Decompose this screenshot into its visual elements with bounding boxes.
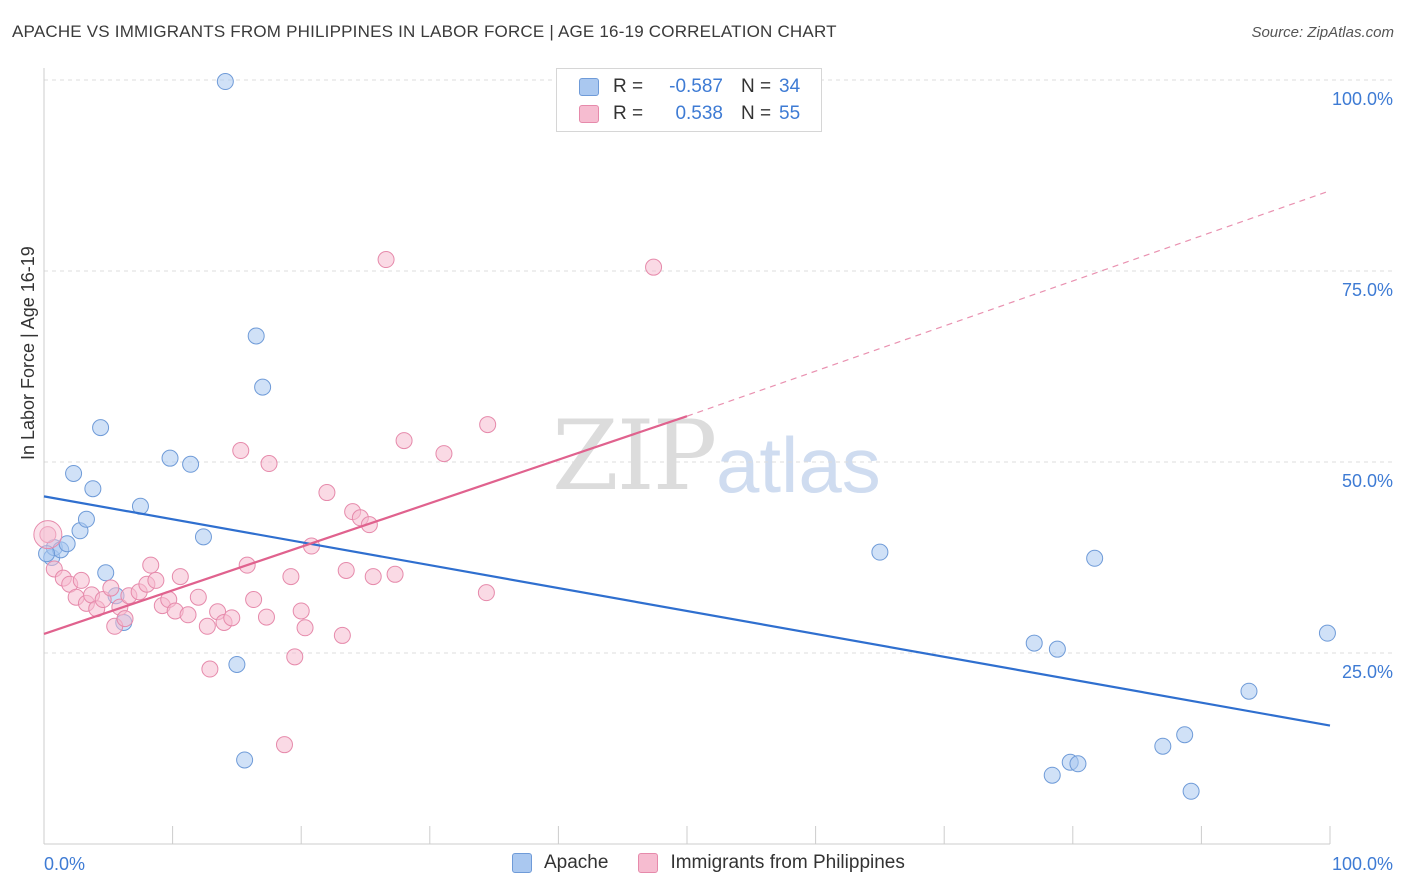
r-value: -0.587 <box>669 76 723 97</box>
apache-point <box>77 510 95 528</box>
philippines-point <box>286 648 304 666</box>
n-value: 55 <box>779 103 801 124</box>
apache-point <box>216 73 234 91</box>
apache-point <box>1025 634 1043 652</box>
chart-title: APACHE VS IMMIGRANTS FROM PHILIPPINES IN… <box>12 22 837 41</box>
apache-point <box>1182 782 1200 800</box>
series-legend: Apache Immigrants from Philippines <box>512 852 935 874</box>
legend-item-philippines[interactable]: Immigrants from Philippines <box>638 852 905 874</box>
philippines-point <box>318 484 336 502</box>
y-tick-label: 50.0% <box>1342 471 1393 491</box>
r-label: R = <box>613 103 644 124</box>
philippines-trend-line-projection <box>686 190 1331 417</box>
philippines-point <box>337 561 355 579</box>
philippines-point <box>232 442 250 460</box>
legend-label-apache: Apache <box>544 852 609 873</box>
philippines-point <box>72 571 90 589</box>
apache-point <box>1154 737 1172 755</box>
watermark-atlas: atlas <box>716 421 881 509</box>
philippines-point <box>171 568 189 586</box>
apache-swatch <box>579 78 599 96</box>
legend-item-apache[interactable]: Apache <box>512 852 608 874</box>
philippines-point <box>189 588 207 606</box>
apache-point <box>58 535 76 553</box>
apache-point <box>1240 682 1258 700</box>
philippines-point <box>645 258 663 276</box>
legend-row-apache: R = -0.587 N = 34 <box>579 74 800 100</box>
philippines-swatch <box>579 105 599 123</box>
philippines-point-large <box>33 520 63 550</box>
apache-point <box>236 751 254 769</box>
apache-point <box>84 480 102 498</box>
philippines-point <box>477 584 495 602</box>
philippines-point <box>142 556 160 574</box>
philippines-point <box>296 619 314 637</box>
r-value: 0.538 <box>675 103 723 124</box>
apache-swatch <box>512 853 532 873</box>
legend-row-philippines: R = 0.538 N = 55 <box>579 101 800 127</box>
philippines-point <box>260 455 278 473</box>
philippines-swatch <box>638 853 659 873</box>
philippines-point <box>257 608 275 626</box>
apache-point <box>161 449 179 467</box>
philippines-point <box>333 626 351 644</box>
philippines-point <box>179 606 197 624</box>
philippines-point <box>386 565 404 583</box>
x-tick-label: 100.0% <box>1332 854 1393 874</box>
philippines-point <box>282 568 300 586</box>
y-axis-label: In Labor Force | Age 16-19 <box>18 246 38 460</box>
philippines-point <box>198 617 216 635</box>
apache-point <box>1086 549 1104 567</box>
philippines-trend-line <box>43 415 688 635</box>
philippines-point <box>377 251 395 269</box>
apache-point <box>182 455 200 473</box>
philippines-point <box>223 609 241 627</box>
philippines-point <box>116 610 134 628</box>
x-tick-label: 0.0% <box>44 854 85 874</box>
apache-point <box>1318 624 1336 642</box>
philippines-point <box>245 591 263 609</box>
apache-point <box>247 327 265 345</box>
philippines-point <box>102 579 120 597</box>
y-tick-label: 25.0% <box>1342 662 1393 682</box>
apache-point <box>92 419 110 437</box>
apache-point <box>194 528 212 546</box>
legend-label-philippines: Immigrants from Philippines <box>670 852 905 873</box>
y-tick-label: 75.0% <box>1342 280 1393 300</box>
philippines-point <box>201 660 219 678</box>
philippines-point <box>39 526 57 544</box>
n-label: N = <box>741 76 772 97</box>
watermark-zip: ZIP <box>552 400 717 512</box>
apache-point <box>1048 640 1066 658</box>
apache-point <box>65 464 83 482</box>
source-label: Source: ZipAtlas.com <box>1251 24 1394 41</box>
n-label: N = <box>741 103 772 124</box>
apache-point <box>97 564 115 582</box>
r-label: R = <box>613 76 644 97</box>
philippines-point <box>275 736 293 754</box>
apache-point <box>1043 766 1061 784</box>
apache-point <box>871 543 889 561</box>
philippines-point <box>435 445 453 463</box>
philippines-point <box>395 432 413 450</box>
apache-point <box>254 378 272 396</box>
apache-point <box>1176 726 1194 744</box>
apache-trend-line <box>43 495 1331 727</box>
correlation-legend: R = -0.587 N = 34 R = 0.538 N = 55 <box>556 68 822 132</box>
philippines-point <box>479 416 497 434</box>
philippines-point <box>147 571 165 589</box>
philippines-point <box>364 568 382 586</box>
apache-point <box>1069 755 1087 773</box>
n-value: 34 <box>779 76 801 97</box>
y-tick-label: 100.0% <box>1332 89 1393 109</box>
philippines-point <box>292 602 310 620</box>
apache-point <box>38 545 56 563</box>
apache-point <box>228 655 246 673</box>
